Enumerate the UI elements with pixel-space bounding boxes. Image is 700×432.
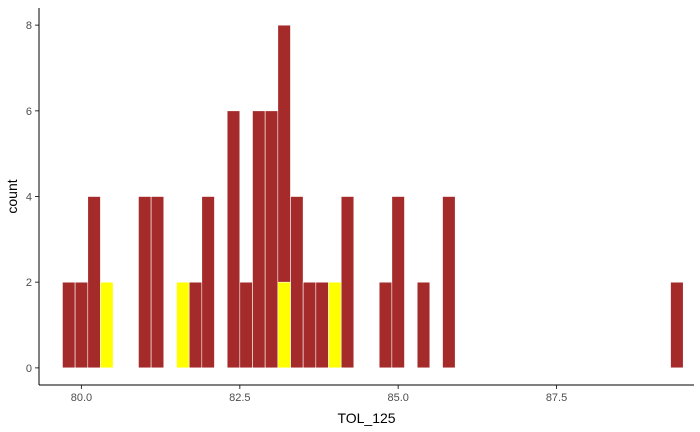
histogram-bar — [226, 110, 241, 369]
y-axis-ticks: 0 2 4 6 8 — [26, 20, 39, 375]
histogram-bar — [201, 196, 215, 369]
histogram-bar — [188, 281, 203, 369]
histogram-bar — [442, 196, 456, 369]
histogram-bar — [302, 281, 317, 369]
histogram-bar — [87, 196, 101, 369]
histogram-bar — [138, 196, 152, 369]
y-tick-label: 8 — [26, 20, 32, 32]
histogram-bar — [391, 196, 405, 369]
x-tick-label: 82.5 — [229, 392, 250, 404]
x-tick-label: 80.0 — [71, 392, 92, 404]
highlight-bar — [176, 281, 190, 369]
histogram-bar — [150, 196, 165, 369]
y-tick-label: 2 — [26, 277, 32, 289]
histogram-bar — [670, 281, 684, 369]
y-tick-label: 4 — [26, 192, 32, 204]
histogram-bar — [290, 196, 304, 369]
histogram-bar — [378, 281, 393, 369]
x-axis-ticks: 80.0 82.5 85.0 87.5 — [71, 385, 567, 404]
bars-group — [62, 24, 684, 369]
highlight-bar — [328, 281, 342, 369]
histogram-bar — [315, 281, 329, 369]
histogram-bar — [264, 110, 279, 369]
x-axis-title: TOL_125 — [337, 410, 395, 426]
y-tick-label: 6 — [26, 106, 32, 118]
x-tick-label: 85.0 — [387, 392, 408, 404]
histogram-bar — [239, 281, 253, 369]
histogram-bar — [340, 196, 355, 369]
highlight-bar — [277, 281, 291, 369]
x-tick-label: 87.5 — [546, 392, 567, 404]
y-tick-label: 0 — [26, 363, 32, 375]
histogram-bar — [416, 281, 431, 369]
histogram-bar — [74, 281, 89, 369]
histogram-bar — [62, 281, 76, 369]
highlight-bar — [100, 281, 114, 369]
y-axis-title: count — [4, 179, 20, 213]
histogram-bar — [252, 110, 266, 369]
